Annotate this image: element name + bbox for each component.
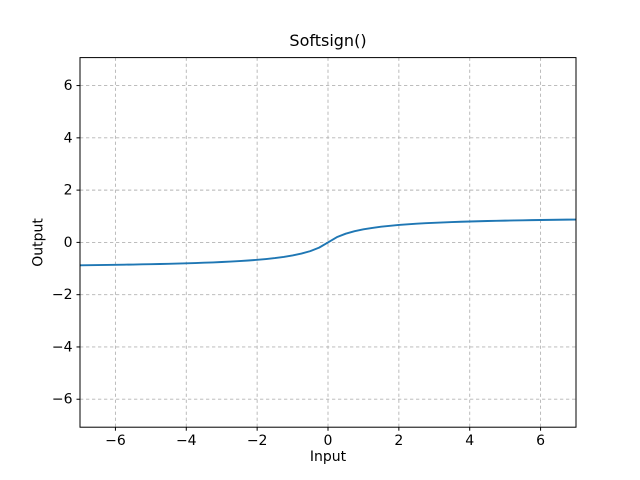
- y-tick-label: 0: [64, 235, 73, 251]
- x-tick-label: −6: [105, 433, 126, 449]
- y-tick-label: −2: [52, 287, 73, 303]
- x-tick-label: −4: [176, 433, 197, 449]
- y-tick-label: 6: [64, 78, 73, 94]
- y-tick-label: −4: [52, 339, 73, 355]
- axis-tick-labels: −6 −4 −2 0 2 4 6 −6 −4 −2 0 2 4 6: [52, 78, 545, 449]
- x-tick-label: 4: [465, 433, 474, 449]
- y-axis-label: Output: [31, 218, 47, 267]
- x-tick-label: 6: [536, 433, 545, 449]
- y-tick-label: 4: [64, 130, 73, 146]
- x-tick-label: 2: [394, 433, 403, 449]
- y-tick-label: −6: [52, 392, 73, 408]
- x-axis-label: Input: [310, 449, 347, 465]
- y-tick-label: 2: [64, 183, 73, 199]
- axis-tick-marks: [76, 85, 542, 431]
- chart-title: Softsign(): [289, 31, 366, 50]
- x-tick-label: −2: [247, 433, 268, 449]
- x-tick-label: 0: [324, 433, 333, 449]
- softsign-curve: [79, 218, 577, 267]
